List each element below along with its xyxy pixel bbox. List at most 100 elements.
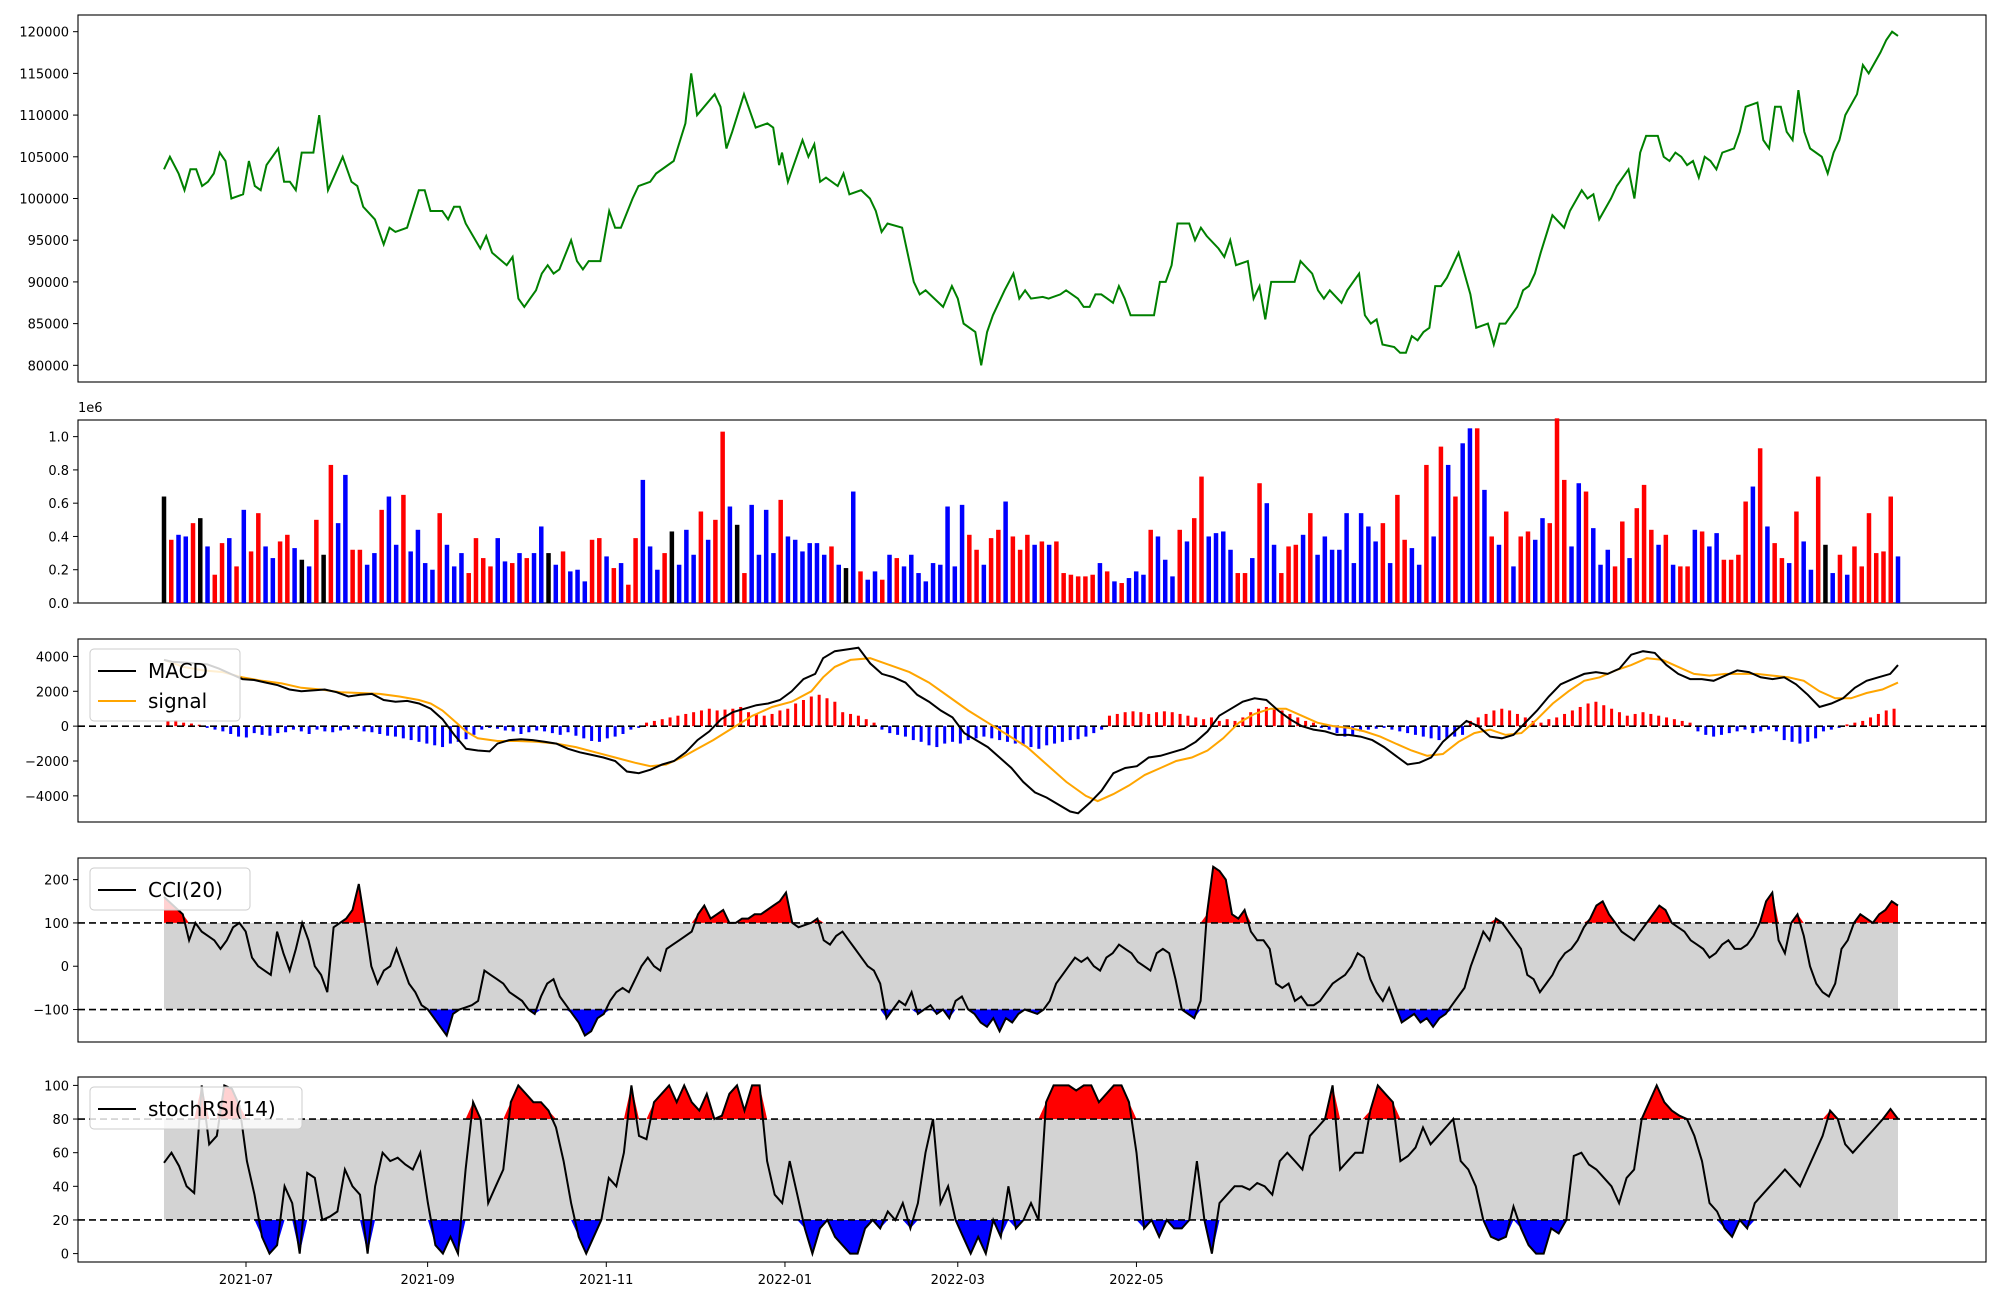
volume-bar <box>1554 418 1560 603</box>
macd-histogram-bar <box>221 726 225 732</box>
macd-histogram-bar <box>1209 717 1213 727</box>
volume-bar <box>415 529 421 603</box>
volume-bar <box>1663 534 1669 603</box>
price-series-group <box>163 30 1899 366</box>
volume-bar <box>1460 443 1465 603</box>
volume-bars-group <box>161 418 1901 603</box>
macd-histogram-bar <box>1249 712 1253 727</box>
cci-line <box>163 864 1899 1038</box>
volume-bar <box>1373 541 1378 603</box>
volume-bar <box>248 551 254 603</box>
volume-bar <box>1191 518 1197 603</box>
price-ytick-label: 115000 <box>19 67 69 82</box>
macd-histogram-bar <box>229 726 233 734</box>
macd-histogram-bar <box>833 701 837 727</box>
legend-label-cci: CCI(20) <box>148 878 223 902</box>
macd-histogram-bar <box>1233 720 1237 727</box>
macd-histogram-bar <box>1790 726 1794 742</box>
volume-bar <box>1162 559 1168 603</box>
macd-histogram-bar <box>660 719 664 727</box>
macd-histogram-bar <box>1563 713 1567 727</box>
volume-bar <box>1293 544 1299 603</box>
macd-histogram-bar <box>543 726 547 732</box>
macd-histogram-bar <box>1680 720 1684 727</box>
volume-bar <box>1765 526 1770 603</box>
macd-histogram-bar <box>189 723 193 727</box>
macd-histogram-bar <box>276 726 280 734</box>
macd-histogram-bar <box>1296 717 1300 727</box>
volume-bar <box>451 566 457 603</box>
macd-histogram-bar <box>715 710 719 727</box>
macd-histogram-bar <box>1241 717 1245 727</box>
macd-histogram-bar <box>166 720 170 727</box>
volume-bar <box>662 553 667 603</box>
volume-bar <box>1779 558 1785 603</box>
macd-histogram-bar <box>684 713 688 727</box>
volume-bar <box>1083 576 1088 603</box>
macd-histogram-bar <box>291 726 295 730</box>
macd-histogram-bar <box>621 726 625 734</box>
volume-bar <box>1170 576 1175 603</box>
macd-histogram-bar <box>1712 726 1716 737</box>
volume-bar <box>734 524 740 603</box>
macd-histogram-bar <box>237 726 241 737</box>
cci-oversold-fill <box>164 1009 1898 1036</box>
price-ytick-label: 90000 <box>28 276 69 291</box>
volume-ytick-label: 0.4 <box>48 530 69 545</box>
volume-bar <box>1649 529 1654 603</box>
macd-histogram-bar <box>213 726 217 730</box>
volume-bar <box>1576 483 1582 603</box>
macd-histogram-bar <box>182 722 186 727</box>
volume-bar <box>466 573 471 603</box>
macd-ytick-label: 0 <box>61 720 69 735</box>
macd-histogram-bar <box>1759 726 1763 732</box>
volume-bar <box>241 509 247 603</box>
macd-histogram-bar <box>1586 703 1590 727</box>
macd-histogram-bar <box>1374 726 1378 729</box>
volume-bar <box>198 518 203 603</box>
volume-bar <box>1503 511 1509 603</box>
xtick-label: 2022-03 <box>931 1273 985 1288</box>
volume-bar <box>1641 484 1647 603</box>
volume-bar <box>1366 526 1371 603</box>
price-panel-frame <box>77 14 1987 383</box>
macd-histogram-bar <box>488 726 492 728</box>
volume-bar <box>1097 563 1103 603</box>
macd-histogram-bar <box>1068 726 1072 741</box>
macd-histogram-bar <box>1115 713 1119 727</box>
macd-panel-frame <box>77 638 1987 823</box>
volume-bar <box>1286 546 1291 603</box>
macd-histogram-bar <box>386 726 390 736</box>
macd-histogram-bar <box>778 710 782 727</box>
volume-bar <box>357 549 363 603</box>
macd-histogram-bar <box>872 722 876 727</box>
macd-histogram-bar <box>1170 712 1174 727</box>
macd-histogram-bar <box>1892 708 1896 727</box>
volume-bar <box>314 519 319 603</box>
macd-line <box>163 646 1899 815</box>
volume-bar <box>1801 541 1806 603</box>
macd-histogram-bar <box>801 700 805 727</box>
volume-ytick-label: 1.0 <box>48 431 69 446</box>
volume-bar <box>437 513 442 603</box>
volume-bar <box>1453 496 1458 603</box>
macd-histogram-bar <box>754 713 758 727</box>
macd-histogram-bar <box>1837 726 1841 728</box>
macd-histogram-bar <box>1060 726 1064 742</box>
volume-bar <box>996 529 1001 603</box>
price-ytick-label: 80000 <box>28 359 69 374</box>
volume-bar <box>988 538 994 603</box>
macd-histogram-bar <box>652 720 656 727</box>
volume-bar <box>1569 546 1574 603</box>
volume-bar <box>959 504 965 603</box>
volume-bar <box>169 539 174 603</box>
macd-histogram-bar <box>1437 726 1441 741</box>
cci-ytick-label: 100 <box>44 917 69 932</box>
volume-bar <box>974 549 979 603</box>
volume-bar <box>1678 566 1683 603</box>
macd-histogram-bar <box>1641 712 1645 727</box>
macd-histogram-bar <box>919 726 923 742</box>
macd-histogram-bar <box>268 726 272 736</box>
macd-histogram-bar <box>1751 726 1755 734</box>
volume-bar <box>1757 448 1763 603</box>
